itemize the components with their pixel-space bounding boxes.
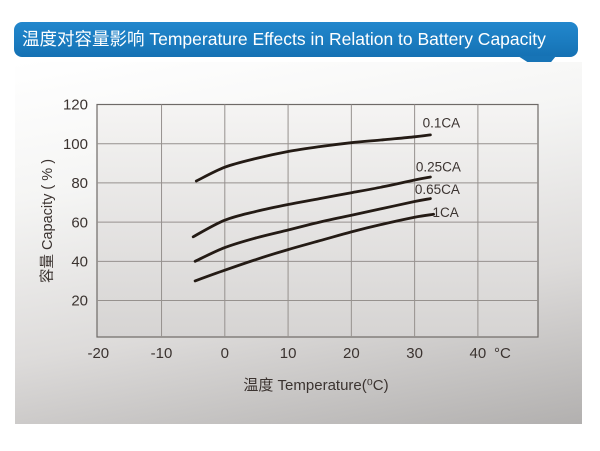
x-tick-label: 30	[406, 345, 423, 362]
x-tick-label: 10	[280, 345, 297, 362]
series-label-0.25CA: 0.25CA	[416, 160, 461, 175]
series-label-0.65CA: 0.65CA	[415, 182, 460, 197]
x-tick-label: -20	[87, 345, 109, 362]
series-curve-0.65CA	[193, 197, 432, 263]
y-tick-label: 60	[71, 214, 88, 231]
series-curve-1CA	[193, 212, 435, 283]
x-tick-label: -10	[151, 345, 173, 362]
series-curve-0.1CA	[194, 133, 432, 183]
x-tick-label: 20	[343, 345, 360, 362]
series-label-1CA: 1CA	[432, 205, 458, 220]
title-bubble: 温度对容量影响 Temperature Effects in Relation …	[14, 22, 578, 57]
y-tick-label: 20	[71, 293, 88, 310]
series-curve-0.25CA	[191, 175, 432, 239]
x-tick-label: 40	[470, 345, 487, 362]
y-tick-label: 100	[63, 136, 88, 153]
y-tick-label: 120	[63, 97, 88, 114]
x-axis-unit: °C	[494, 345, 511, 362]
y-axis-title: 容量 Capacity ( % )	[39, 159, 56, 283]
x-tick-label: 0	[221, 345, 229, 362]
page-title: 温度对容量影响 Temperature Effects in Relation …	[22, 29, 546, 49]
y-tick-label: 80	[71, 175, 88, 192]
plot-area	[96, 103, 539, 338]
series-label-0.1CA: 0.1CA	[423, 115, 461, 130]
x-axis-title: 温度 Temperature(⁰C)	[243, 377, 388, 394]
y-tick-label: 40	[71, 254, 88, 271]
